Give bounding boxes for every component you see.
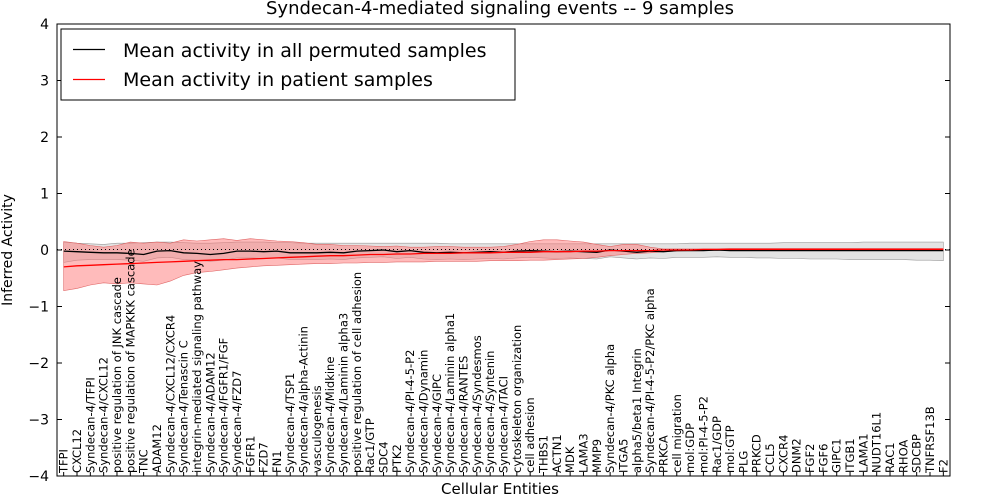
x-tick-label: SDC4 xyxy=(377,441,391,473)
x-tick-label: Syndecan-4/TSP1 xyxy=(283,373,297,473)
x-tick-label: Syndecan-4/FGFR1/FGF xyxy=(217,338,231,473)
x-tick-label: PRKCD xyxy=(750,434,764,473)
x-tick-label: Syndecan-4/Tenascin C xyxy=(177,340,191,473)
x-tick-label: ACTN1 xyxy=(550,434,564,473)
series-lines xyxy=(63,248,944,268)
x-tick-label: Syndecan-4/PI-4-5-P2 xyxy=(403,350,417,473)
x-tick-label: TFPI xyxy=(57,449,71,474)
x-tick-label: Syndecan-4/RANTES xyxy=(457,356,471,473)
x-tick-label: LAMA1 xyxy=(856,433,870,473)
y-tick-label: −1 xyxy=(28,300,49,316)
x-tick-label: mol:GTP xyxy=(723,425,737,473)
x-tick-label: Syndecan-4/alpha-Actinin xyxy=(297,326,311,473)
x-tick-label: positive regulation of cell adhesion xyxy=(350,272,364,473)
x-tick-label: Syndecan-4/GIPC xyxy=(430,374,444,473)
x-tick-label: Syndecan-4/TACI xyxy=(497,376,511,473)
x-tick-label: RHOA xyxy=(896,440,910,473)
x-tick-label: FN1 xyxy=(270,450,284,473)
x-tick-label: Syndecan-4/Midkine xyxy=(323,357,337,473)
x-tick-label: MMP9 xyxy=(590,439,604,473)
x-tick-label: Syndecan-4/Laminin alpha3 xyxy=(337,313,351,473)
x-tick-label: THBS1 xyxy=(537,435,551,474)
x-tick-label: LAMA3 xyxy=(577,433,591,473)
x-tick-label: FGF6 xyxy=(816,444,830,473)
y-tick-label: 4 xyxy=(40,17,49,33)
legend: Mean activity in all permuted samples Me… xyxy=(60,28,516,101)
x-tick-label: NUDT16L1 xyxy=(870,412,884,473)
x-tick-label: cytoskeleton organization xyxy=(510,325,524,473)
x-tick-label: Syndecan-4/TFPI xyxy=(83,377,97,473)
x-tick-label: PLG xyxy=(736,451,750,473)
x-tick-label: FZD7 xyxy=(257,442,271,473)
x-tick-label: TNC xyxy=(137,449,151,474)
x-tick-label: Syndecan-4/Dynamin xyxy=(417,350,431,473)
x-axis-label: Cellular Entities xyxy=(441,480,559,498)
x-tick-label: CXCL12 xyxy=(70,429,84,473)
x-tick-label: CXCR4 xyxy=(776,435,790,473)
x-tick-label: mol:GDP xyxy=(683,423,697,473)
x-tick-label: DNM2 xyxy=(790,438,804,473)
x-tick-label: Syndecan-4/ADAM12 xyxy=(203,352,217,473)
x-tick-label: ITGB1 xyxy=(843,438,857,473)
y-tick-label: −3 xyxy=(28,413,49,429)
x-tick-label: mol:PI-4-5-P2 xyxy=(696,396,710,473)
y-axis-label: Inferred Activity xyxy=(0,194,16,306)
x-tick-label: FGFR1 xyxy=(243,436,257,473)
x-tick-label: Syndecan-4/PI-4-5-P2/PKC alpha xyxy=(643,288,657,473)
legend-box xyxy=(60,28,516,101)
legend-label-patient: Mean activity in patient samples xyxy=(123,69,433,91)
x-tick-label: Syndecan-4/Syntenin xyxy=(483,350,497,473)
x-tick-label: RAC1 xyxy=(883,442,897,473)
x-tick-label: Syndecan-4/Syndesmos xyxy=(470,335,484,473)
x-tick-label: integrin-mediated signaling pathway xyxy=(190,261,204,473)
x-axis: TFPI CXCL12 Syndecan-4/TFPI Syndecan-4/CXCL… xyxy=(57,249,950,476)
y-tick-label: −4 xyxy=(28,469,49,485)
y-tick-label: 0 xyxy=(40,243,49,259)
x-tick-label: F2 xyxy=(936,459,950,473)
x-tick-label: Syndecan-4/CXCL12 xyxy=(97,357,111,473)
x-tick-label: PTK2 xyxy=(390,444,404,473)
y-tick-label: 2 xyxy=(40,130,49,146)
x-tick-label: ITGA5 xyxy=(617,439,631,474)
x-tick-label: Syndecan-4/CXCL12/CXCR4 xyxy=(163,315,177,473)
x-tick-label: Rac1/GDP xyxy=(710,416,724,473)
legend-label-permuted: Mean activity in all permuted samples xyxy=(123,40,486,62)
x-tick-label: positive regulation of MAPKKK cascade xyxy=(123,249,137,473)
y-tick-label: −2 xyxy=(28,356,49,372)
y-axis: −4 −3 −2 −1 0 1 2 3 4 xyxy=(28,17,950,485)
x-tick-label: PRKCA xyxy=(656,435,670,473)
x-tick-label: GIPC1 xyxy=(830,438,844,473)
x-tick-label: alpha5/beta1 Integrin xyxy=(630,348,644,473)
x-tick-label: vasculogenesis xyxy=(310,385,324,473)
x-tick-label: Syndecan-4/PKC alpha xyxy=(603,344,617,473)
x-tick-label: FGF2 xyxy=(803,444,817,473)
x-tick-label: Rac1/GTP xyxy=(363,418,377,473)
line-patient xyxy=(63,248,944,268)
y-tick-label: 1 xyxy=(40,187,49,203)
x-tick-label: cell adhesion xyxy=(523,397,537,473)
x-tick-label: ADAM12 xyxy=(150,424,164,473)
x-tick-label: cell migration xyxy=(670,394,684,473)
x-tick-label: positive regulation of JNK cascade xyxy=(110,277,124,473)
chart-title: Syndecan-4-mediated signaling events -- … xyxy=(266,0,734,19)
x-tick-label: Syndecan-4/FZD7 xyxy=(230,371,244,473)
x-tick-label: CCL5 xyxy=(763,443,777,473)
y-tick-label: 3 xyxy=(40,74,49,90)
x-tick-label: SDCBP xyxy=(910,434,924,473)
x-tick-label: Syndecan-4/Laminin alpha1 xyxy=(443,313,457,473)
x-tick-label: TNFRSF13B xyxy=(923,406,937,474)
x-tick-label: MDK xyxy=(563,446,577,473)
